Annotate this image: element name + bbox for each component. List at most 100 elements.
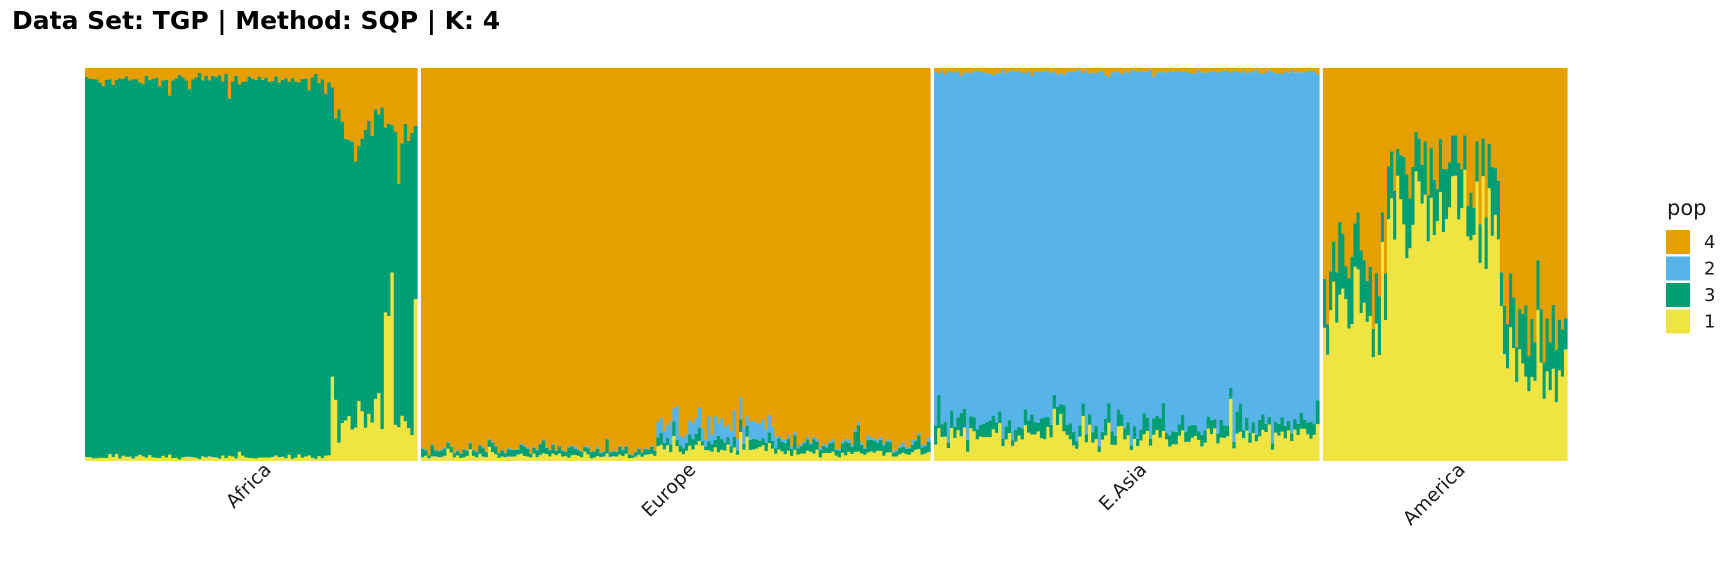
bar-segment-pop-4 xyxy=(853,68,858,430)
bar-segment-pop-4 xyxy=(211,68,216,76)
bar-segment-pop-4 xyxy=(602,68,607,452)
bar-segment-pop-3 xyxy=(1548,342,1553,391)
bar-segment-pop-3 xyxy=(380,107,385,430)
bar-segment-pop-1 xyxy=(783,454,788,461)
bar-segment-pop-3 xyxy=(940,424,945,437)
bar-segment-pop-1 xyxy=(535,457,540,461)
bar-segment-pop-1 xyxy=(484,457,489,461)
bar-segment-pop-2 xyxy=(726,424,731,438)
bar-segment-pop-3 xyxy=(812,439,817,454)
bar-segment-pop-4 xyxy=(950,68,954,73)
bar-segment-pop-2 xyxy=(1306,71,1310,423)
bar-segment-pop-2 xyxy=(1158,71,1163,419)
bar-segment-pop-1 xyxy=(503,457,508,461)
bar-segment-pop-4 xyxy=(1527,68,1531,357)
bar-segment-pop-4 xyxy=(815,68,820,440)
bar-segment-pop-1 xyxy=(449,452,454,461)
bar-segment-pop-1 xyxy=(525,456,530,461)
bar-segment-pop-3 xyxy=(634,452,638,457)
bar-segment-pop-1 xyxy=(446,448,451,461)
bar-segment-pop-3 xyxy=(1065,424,1070,435)
bar-segment-pop-2 xyxy=(580,451,584,452)
bar-segment-pop-3 xyxy=(853,431,858,452)
bar-segment-pop-3 xyxy=(387,123,392,317)
bar-segment-pop-3 xyxy=(307,90,312,456)
bar-segment-pop-1 xyxy=(879,450,883,461)
bar-segment-pop-3 xyxy=(500,450,505,457)
bar-segment-pop-1 xyxy=(856,451,861,461)
bar-segment-pop-2 xyxy=(793,432,797,436)
bar-segment-pop-3 xyxy=(487,439,492,447)
bar-segment-pop-4 xyxy=(503,68,508,453)
bar-segment-pop-4 xyxy=(681,68,686,438)
bar-segment-pop-4 xyxy=(314,68,318,74)
bar-segment-pop-3 xyxy=(197,72,202,460)
bar-segment-pop-1 xyxy=(267,457,272,461)
bar-segment-pop-3 xyxy=(1100,431,1105,440)
bar-segment-pop-1 xyxy=(1429,197,1434,461)
bar-segment-pop-3 xyxy=(284,78,289,459)
bar-segment-pop-1 xyxy=(1181,430,1185,461)
bar-segment-pop-2 xyxy=(1184,71,1189,432)
bar-segment-pop-4 xyxy=(969,68,974,74)
bar-segment-pop-1 xyxy=(1466,236,1470,461)
bar-segment-pop-4 xyxy=(440,68,444,450)
bar-segment-pop-1 xyxy=(1335,322,1339,461)
bar-segment-pop-2 xyxy=(758,423,762,441)
bar-segment-pop-3 xyxy=(653,450,658,456)
bar-segment-pop-1 xyxy=(1560,376,1565,461)
bar-segment-pop-1 xyxy=(350,429,355,461)
bar-segment-pop-4 xyxy=(1059,68,1063,74)
bar-segment-pop-3 xyxy=(840,443,845,453)
bar-segment-pop-2 xyxy=(863,447,867,449)
bar-segment-pop-1 xyxy=(327,455,332,461)
bar-segment-pop-2 xyxy=(1078,70,1083,426)
bar-segment-pop-4 xyxy=(1408,68,1413,199)
bar-segment-pop-2 xyxy=(1017,70,1022,427)
bar-segment-pop-4 xyxy=(761,68,766,420)
bar-segment-pop-1 xyxy=(287,454,292,461)
bar-segment-pop-4 xyxy=(576,68,581,450)
bar-segment-pop-4 xyxy=(1007,68,1012,72)
bar-segment-pop-2 xyxy=(497,452,502,454)
bar-segment-pop-4 xyxy=(217,68,222,76)
bar-segment-pop-2 xyxy=(1283,71,1288,426)
bar-segment-pop-1 xyxy=(440,456,444,461)
bar-segment-pop-2 xyxy=(421,448,425,449)
bar-segment-pop-1 xyxy=(665,445,670,461)
bar-segment-pop-2 xyxy=(953,72,958,427)
bar-segment-pop-4 xyxy=(1484,68,1489,218)
bar-segment-pop-1 xyxy=(872,452,877,461)
bar-segment-pop-3 xyxy=(538,444,543,455)
bar-segment-pop-3 xyxy=(462,449,467,458)
bar-segment-pop-3 xyxy=(510,449,514,457)
bar-segment-pop-2 xyxy=(888,440,893,443)
bar-segment-pop-4 xyxy=(1039,68,1044,72)
bar-segment-pop-3 xyxy=(723,442,727,451)
bar-segment-pop-4 xyxy=(700,68,705,429)
bar-segment-pop-3 xyxy=(1251,422,1256,434)
bar-segment-pop-4 xyxy=(863,68,867,448)
bar-segment-pop-3 xyxy=(780,441,785,452)
bar-segment-pop-1 xyxy=(580,457,584,461)
bar-segment-pop-2 xyxy=(433,449,438,451)
bar-segment-pop-4 xyxy=(184,68,189,81)
bar-segment-pop-4 xyxy=(490,68,495,442)
bar-segment-pop-4 xyxy=(560,68,565,450)
bar-segment-pop-2 xyxy=(525,447,530,449)
bar-segment-pop-4 xyxy=(1190,68,1195,74)
bar-segment-pop-3 xyxy=(475,452,479,458)
bar-segment-pop-3 xyxy=(481,448,486,457)
bar-segment-pop-4 xyxy=(937,68,942,74)
bar-segment-pop-1 xyxy=(254,458,259,461)
bar-segment-pop-1 xyxy=(465,456,470,461)
bar-segment-pop-3 xyxy=(347,140,352,417)
bar-segment-pop-4 xyxy=(624,68,629,446)
bar-segment-pop-4 xyxy=(866,68,871,436)
bar-segment-pop-4 xyxy=(1036,68,1041,72)
bar-segment-pop-1 xyxy=(1481,176,1486,461)
bar-segment-pop-4 xyxy=(1368,68,1373,267)
bar-segment-pop-3 xyxy=(1402,156,1406,225)
bar-segment-pop-1 xyxy=(1441,232,1446,461)
bar-segment-pop-1 xyxy=(181,457,186,461)
